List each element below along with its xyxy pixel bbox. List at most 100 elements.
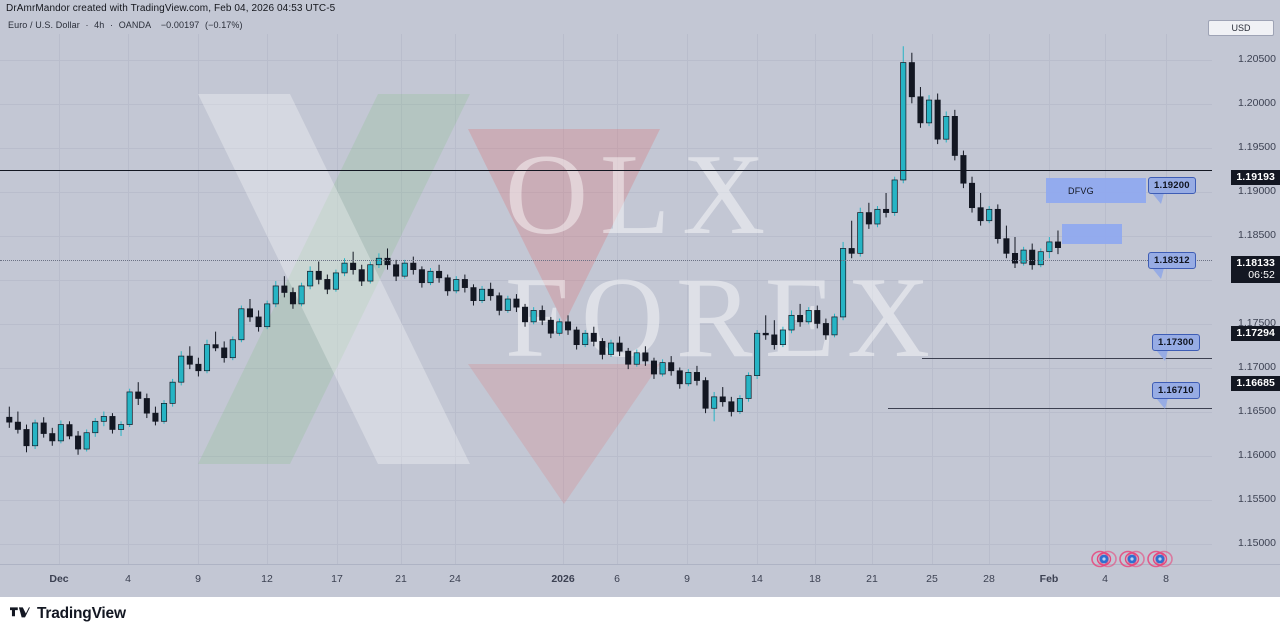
candle-body (539, 310, 546, 321)
gridline-horizontal (0, 104, 1212, 105)
gridline-horizontal (0, 500, 1212, 501)
order-block-zone[interactable] (1062, 224, 1122, 244)
chart-marker-1[interactable] (1091, 550, 1119, 573)
gridline-horizontal (0, 192, 1212, 193)
candle-body (83, 432, 90, 450)
time-axis-tick: 24 (449, 573, 461, 585)
gridline-vertical (455, 34, 456, 564)
chart-marker-3[interactable] (1147, 550, 1175, 573)
candle-body (341, 262, 348, 274)
candle-body (728, 401, 735, 412)
chart-legend: Euro / U.S. Dollar · 4h · OANDA −0.00197… (8, 20, 246, 30)
candle-body (625, 350, 632, 365)
candle-body (616, 342, 623, 352)
candle-body (754, 332, 761, 377)
candle-body (49, 433, 56, 442)
candle-body (324, 279, 331, 290)
time-axis-tick: 2026 (551, 573, 575, 585)
price-axis-tick: 1.19000 (1238, 185, 1276, 197)
candle-body (994, 208, 1001, 240)
level-price-label[interactable]: 1.17294 (1231, 326, 1280, 341)
time-axis-tick: 6 (614, 573, 620, 585)
candle-body (745, 375, 752, 399)
candle-body (393, 264, 400, 277)
support-1-17300-tag[interactable]: 1.17300 (1152, 334, 1200, 351)
time-axis[interactable]: Dec 4 9 12 17 21 24 2026 6 9 14 18 21 25 28 Feb 4 8 (0, 564, 1280, 597)
candle-body (607, 342, 615, 355)
candle-body (152, 412, 159, 422)
candle-body (350, 262, 357, 270)
level-1-18312-tag[interactable]: 1.18312 (1148, 252, 1196, 269)
marker-icon (1147, 550, 1173, 568)
time-axis-tick: 9 (195, 573, 201, 585)
legend-symbol[interactable]: Euro / U.S. Dollar (8, 20, 80, 30)
candle-body (57, 424, 64, 442)
price-axis-tick: 1.15000 (1238, 537, 1276, 549)
tradingview-logo-text: TradingView (37, 605, 126, 622)
candle-body (367, 264, 374, 282)
candle-body (1011, 252, 1019, 264)
gridline-horizontal (0, 412, 1212, 413)
level-price-label[interactable]: 1.16685 (1231, 376, 1280, 391)
candle-body (951, 115, 958, 156)
candle-body (298, 285, 305, 305)
time-axis-tick: Dec (49, 573, 69, 585)
resistance-line[interactable] (0, 170, 1212, 171)
gridline-vertical (401, 34, 402, 564)
candle-body (668, 362, 675, 372)
gridline-vertical (1166, 34, 1167, 564)
candle-body (410, 262, 417, 270)
candle-body (384, 257, 391, 266)
price-label-value: 1.16685 (1236, 377, 1275, 389)
candle-body (883, 208, 890, 213)
support-ray-1-17300[interactable] (922, 358, 1212, 359)
candle-body (771, 334, 778, 346)
candle-body (427, 270, 434, 284)
candle-body (865, 212, 872, 225)
candle-body (659, 362, 666, 375)
price-axis[interactable]: 1.205001.200001.195001.190001.185001.180… (1212, 34, 1280, 593)
candle-body (358, 269, 365, 282)
candle-body (143, 398, 150, 414)
candle-body (805, 310, 812, 323)
candle-body (470, 287, 477, 301)
candle-body (522, 306, 529, 323)
candle-body (289, 292, 296, 305)
legend-separator-1: · (85, 20, 89, 30)
legend-separator-2: · (109, 20, 114, 30)
current-price-label[interactable]: 1.18133 06:52 (1231, 256, 1280, 283)
candle-body (238, 308, 245, 341)
dfvg-zone-label: DFVG (1068, 186, 1094, 196)
legend-exchange[interactable]: OANDA (118, 20, 152, 30)
gridline-vertical (989, 34, 990, 564)
candle-body (221, 347, 228, 359)
time-axis-tick: 9 (684, 573, 690, 585)
gridline-vertical (687, 34, 688, 564)
currency-badge[interactable]: USD (1208, 20, 1274, 36)
price-axis-tick: 1.17000 (1238, 361, 1276, 373)
resistance-1-19200-tag[interactable]: 1.19200 (1148, 177, 1196, 194)
support-ray-1-16710[interactable] (888, 408, 1212, 409)
level-price-label[interactable]: 1.19193 (1231, 170, 1280, 185)
price-axis-tick: 1.19500 (1238, 141, 1276, 153)
support-1-16710-tag[interactable]: 1.16710 (1152, 382, 1200, 399)
candle-body (23, 429, 30, 447)
gridline-vertical (267, 34, 268, 564)
current-price-line[interactable] (0, 260, 1212, 261)
chart-marker-2[interactable] (1119, 550, 1147, 573)
legend-interval[interactable]: 4h (94, 20, 105, 30)
dfvg-zone[interactable] (1046, 178, 1146, 203)
candle-body (711, 396, 718, 409)
time-axis-tick: 8 (1163, 573, 1169, 585)
chart-plot-area[interactable]: OLX FOREX DFVG 1.19200 1.18312 1.17300 1.167… (0, 34, 1212, 564)
candle-body (779, 329, 786, 346)
marker-icon (1119, 550, 1145, 568)
tradingview-logo[interactable]: TradingView (10, 605, 126, 623)
candle-body (840, 248, 847, 318)
candle-body (375, 257, 382, 266)
candle-body (100, 416, 107, 422)
candle-body (685, 372, 692, 385)
gridline-vertical (1049, 34, 1050, 564)
candle-body (565, 321, 572, 331)
candle-body (496, 295, 503, 311)
